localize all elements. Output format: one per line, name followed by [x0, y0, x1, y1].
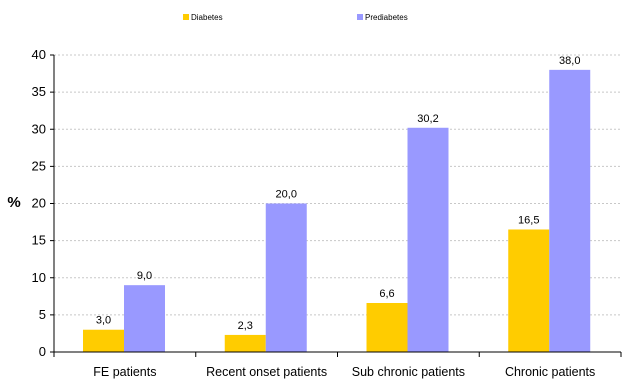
- data-label: 3,0: [96, 315, 111, 327]
- bar: [265, 203, 307, 352]
- y-tick-label: 20: [32, 196, 46, 211]
- y-tick-label: 15: [32, 233, 46, 248]
- legend: Diabetes Prediabetes: [183, 13, 408, 22]
- y-tick-label: 5: [39, 307, 46, 322]
- y-tick-label: 25: [32, 158, 46, 173]
- bar: [124, 285, 165, 352]
- legend-label: Diabetes: [191, 13, 223, 22]
- bar: [224, 334, 266, 352]
- x-category-label: FE patients: [93, 365, 156, 379]
- bar: [83, 329, 124, 352]
- bar: [549, 69, 591, 352]
- x-category-label: Sub chronic patients: [352, 365, 465, 379]
- bar: [508, 229, 550, 352]
- data-label: 2,3: [238, 320, 253, 332]
- data-label: 9,0: [137, 270, 152, 282]
- bar: [407, 127, 449, 352]
- bars: 3,0 9,0 2,3 20,0 6,6 30,2 16,5 38,0: [83, 55, 591, 352]
- y-tick-label: 35: [32, 84, 46, 99]
- data-label: 20,0: [276, 189, 297, 201]
- y-axis-ticks: 0 5 10 15 20 25 30 35 40: [32, 47, 54, 359]
- y-tick-label: 10: [32, 270, 46, 285]
- legend-swatch: [357, 14, 363, 20]
- data-label: 38,0: [559, 55, 580, 67]
- x-category-label: Recent onset patients: [206, 365, 327, 379]
- y-axis-title: %: [7, 194, 20, 211]
- y-tick-label: 0: [39, 344, 46, 359]
- y-tick-label: 30: [32, 121, 46, 136]
- legend-label: Prediabetes: [365, 13, 408, 22]
- data-label: 30,2: [417, 113, 438, 125]
- data-label: 6,6: [379, 288, 394, 300]
- x-category-label: Chronic patients: [505, 365, 595, 379]
- axes: [53, 55, 622, 357]
- bar: [366, 302, 408, 352]
- y-tick-label: 40: [32, 47, 46, 62]
- x-axis-labels: FE patients Recent onset patients Sub chro…: [93, 365, 595, 379]
- legend-swatch: [183, 14, 189, 20]
- data-label: 16,5: [518, 214, 539, 226]
